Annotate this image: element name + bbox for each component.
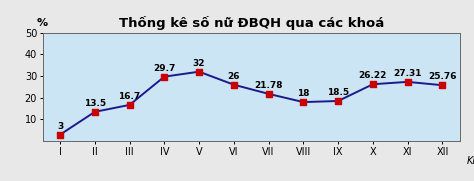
Point (438, 84, 446, 87)
Point (161, 75, 168, 78)
Text: %: % (37, 18, 48, 28)
Text: 3: 3 (57, 122, 63, 131)
Point (369, 83, 377, 86)
Point (56, 133, 64, 136)
Text: 27.31: 27.31 (393, 69, 422, 78)
Text: 25.76: 25.76 (428, 72, 456, 81)
Text: 18.5: 18.5 (327, 88, 349, 97)
Text: 13.5: 13.5 (84, 99, 106, 108)
Text: 18: 18 (297, 89, 310, 98)
Text: 26: 26 (228, 72, 240, 81)
Point (195, 70, 203, 73)
Point (404, 80, 411, 83)
Point (91, 110, 99, 113)
Text: 26.22: 26.22 (359, 71, 387, 80)
Title: Thống kê số nữ ĐBQH qua các khoá: Thống kê số nữ ĐBQH qua các khoá (118, 16, 384, 30)
Point (230, 83, 237, 86)
Point (126, 104, 133, 106)
Point (334, 100, 342, 102)
Text: 16.7: 16.7 (118, 92, 141, 101)
Text: 29.7: 29.7 (153, 64, 175, 73)
Point (300, 101, 307, 104)
Text: 32: 32 (193, 59, 205, 68)
Point (265, 92, 273, 95)
Text: Khoá: Khoá (467, 156, 474, 166)
Text: 21.78: 21.78 (255, 81, 283, 90)
